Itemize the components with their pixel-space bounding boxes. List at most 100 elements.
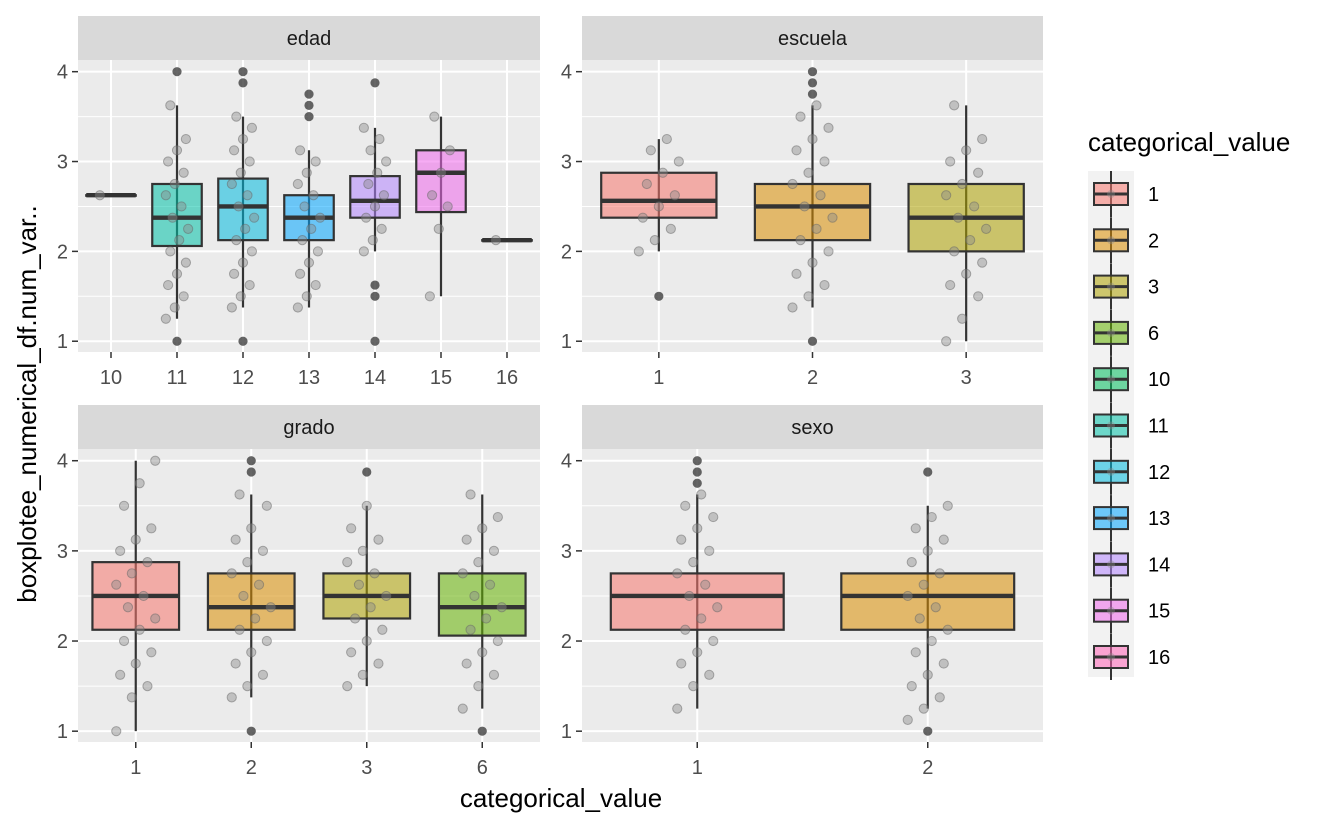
data-point <box>235 167 246 178</box>
data-point <box>477 647 488 658</box>
outlier-point <box>304 112 314 122</box>
data-point <box>303 257 315 268</box>
data-point <box>308 190 319 201</box>
data-point <box>684 590 695 602</box>
data-point <box>242 681 253 692</box>
data-point <box>250 613 261 624</box>
data-point <box>373 658 384 669</box>
data-point <box>146 647 157 658</box>
box-14 <box>349 78 401 346</box>
data-point <box>150 455 161 466</box>
x-tick-label: 12 <box>232 367 254 389</box>
data-point <box>490 235 501 246</box>
data-point <box>942 624 953 635</box>
data-point <box>361 635 372 647</box>
legend-item-label: 6 <box>1148 323 1159 345</box>
data-point <box>934 692 945 703</box>
data-point <box>457 568 468 579</box>
data-point <box>292 302 303 313</box>
data-point <box>930 602 941 613</box>
data-point <box>183 223 194 235</box>
data-point <box>492 511 503 523</box>
legend-key-point <box>1107 421 1115 430</box>
data-point <box>672 568 683 579</box>
data-point <box>922 669 933 680</box>
data-point <box>787 302 798 313</box>
data-point <box>111 579 122 590</box>
legend-item-12: 12 <box>1093 448 1170 495</box>
data-point <box>461 534 472 545</box>
data-point <box>180 257 192 268</box>
legend-item-label: 13 <box>1148 508 1170 530</box>
data-point <box>795 235 806 246</box>
data-point <box>704 669 715 680</box>
data-point <box>791 145 802 156</box>
data-point <box>358 246 369 257</box>
data-point <box>169 302 180 313</box>
data-point <box>961 145 972 156</box>
box-body <box>415 149 467 214</box>
box-12 <box>217 67 269 346</box>
legend-item-label: 3 <box>1148 277 1159 299</box>
data-point <box>433 223 444 235</box>
data-point <box>240 223 251 235</box>
data-point <box>957 178 968 190</box>
outlier-point <box>692 467 702 477</box>
data-point <box>228 145 240 156</box>
data-point <box>973 291 984 302</box>
data-point <box>122 602 134 613</box>
data-point <box>977 133 988 145</box>
y-tick-label: 2 <box>57 631 68 653</box>
data-point <box>315 212 326 223</box>
box-1 <box>600 133 718 301</box>
y-tick-label: 3 <box>57 152 68 174</box>
data-point <box>688 557 699 568</box>
data-point <box>795 111 806 122</box>
outlier-point <box>238 336 248 346</box>
data-point <box>160 190 171 201</box>
data-point <box>230 534 241 545</box>
data-point <box>791 268 802 279</box>
x-tick-label: 6 <box>477 757 488 779</box>
outlier-point <box>370 336 380 346</box>
data-point <box>312 246 324 257</box>
data-point <box>342 557 353 568</box>
data-point <box>178 291 189 302</box>
data-point <box>142 681 153 692</box>
data-point <box>130 534 141 545</box>
data-point <box>807 257 818 268</box>
legend-item-6: 6 <box>1093 309 1159 356</box>
data-point <box>823 246 834 257</box>
data-point <box>299 201 310 212</box>
data-point <box>178 167 189 178</box>
data-point <box>176 201 187 212</box>
x-tick-label: 11 <box>167 367 188 389</box>
data-point <box>700 579 711 590</box>
data-point <box>918 579 929 590</box>
data-point <box>938 658 949 669</box>
data-point <box>819 156 830 167</box>
data-point <box>310 156 321 167</box>
legend-item-16: 16 <box>1093 634 1170 680</box>
data-point <box>377 624 388 635</box>
data-point <box>676 658 687 669</box>
data-point <box>653 201 664 212</box>
data-point <box>381 590 392 602</box>
data-point <box>244 156 255 167</box>
x-tick-label: 2 <box>807 367 818 389</box>
data-point <box>310 279 321 291</box>
data-point <box>465 624 476 635</box>
data-point <box>126 568 137 579</box>
data-point <box>171 145 183 156</box>
data-point <box>819 279 830 291</box>
data-point <box>488 545 500 556</box>
data-point <box>376 223 387 235</box>
y-tick-label: 1 <box>561 721 572 743</box>
y-tick-label: 2 <box>561 631 572 653</box>
data-point <box>130 658 141 669</box>
data-point <box>231 111 242 122</box>
legend-item-label: 14 <box>1148 554 1170 576</box>
y-tick-label: 4 <box>57 62 68 84</box>
data-point <box>914 613 925 624</box>
